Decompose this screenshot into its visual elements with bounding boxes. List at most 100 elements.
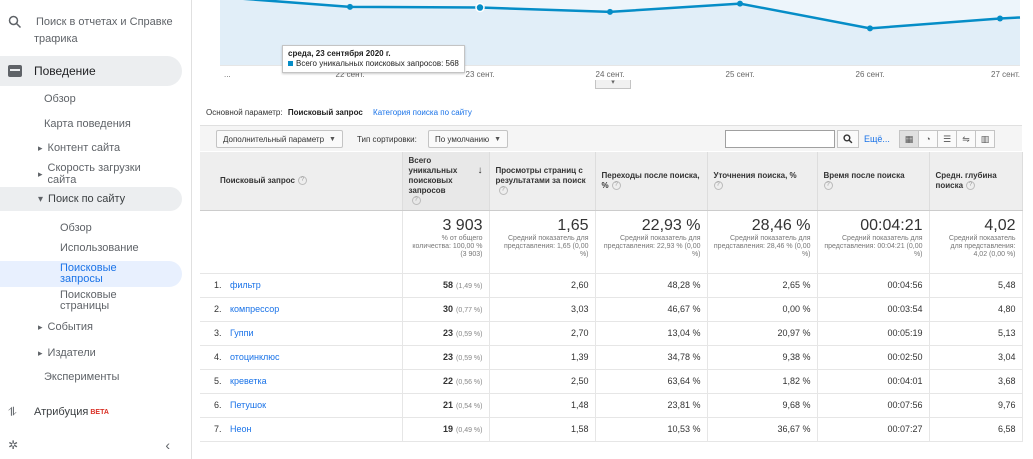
pie-view-icon[interactable]: ◔ <box>918 130 938 148</box>
x-tick-label: 25 сент. <box>726 70 755 79</box>
data-point[interactable] <box>347 3 353 10</box>
line-chart: 500 ...22 сент.23 сент.24 сент.25 сент.2… <box>200 0 1022 90</box>
sidebar-item-attribution-label: Атрибуция <box>34 406 89 418</box>
sidebar-item-traffic-cut[interactable]: трафика <box>34 36 78 45</box>
column-header-label: Время после поиска <box>823 170 905 180</box>
search-exits-cell: 48,28 % <box>595 273 708 298</box>
secondary-dimension-label: Дополнительный параметр <box>223 134 325 144</box>
column-header-search-depth[interactable]: Средн. глубина поиска? <box>929 152 1023 211</box>
sidebar-item-events[interactable]: События <box>0 319 182 335</box>
sidebar-item-overview[interactable]: Обзор <box>0 91 182 107</box>
sort-type-select[interactable]: По умолчанию ▼ <box>428 130 509 148</box>
primary-dimension-value: Поисковый запрос <box>287 108 363 117</box>
search-term-link[interactable]: отоцинклюс <box>230 352 280 362</box>
sidebar-item-experiments-label: Эксперименты <box>44 371 120 383</box>
sidebar-item-site-content[interactable]: Контент сайта <box>0 140 182 156</box>
sidebar-item-behavior-map[interactable]: Карта поведения <box>0 116 182 132</box>
x-tick-label: 26 сент. <box>856 70 885 79</box>
total-value: 4,02 <box>984 216 1016 234</box>
data-point[interactable] <box>997 15 1003 22</box>
time-after-search-cell: 00:05:19 <box>817 321 930 346</box>
unique-searches-cell: 58 (1,49 %) <box>402 273 490 298</box>
unique-searches-value: 21 <box>443 400 454 410</box>
sidebar-item-search-overview-label: Обзор <box>60 222 92 234</box>
table-search-input[interactable] <box>725 130 835 148</box>
sidebar-item-site-search[interactable]: Поиск по сайту <box>0 187 182 211</box>
series-line <box>242 0 1021 30</box>
help-icon[interactable]: ? <box>823 181 833 191</box>
search-category-link[interactable]: Категория поиска по сайту <box>373 108 472 117</box>
help-icon[interactable]: ? <box>966 181 976 191</box>
refinements-cell: 1,82 % <box>707 369 818 394</box>
help-icon[interactable]: ? <box>611 181 621 191</box>
column-header-label: Просмотры страниц с результатами за поис… <box>495 165 586 185</box>
sidebar-item-behavior-label: Поведение <box>34 64 96 78</box>
tooltip-date: среда, 23 сентября 2020 г. <box>288 49 391 58</box>
row-number: 7. <box>214 424 222 434</box>
time-after-search-cell: 00:04:01 <box>817 369 930 394</box>
totals-label-cell <box>200 210 403 274</box>
tooltip-metric: Всего уникальных поисковых запросов: 568 <box>296 59 459 68</box>
column-header-time-after-search[interactable]: Время после поиска? <box>817 152 930 211</box>
search-term-link[interactable]: Петушок <box>230 400 267 410</box>
table-row: 5. креветка 22 (0,56 %) 2,50 63,64 % 1,82 % 00:… <box>200 369 1023 394</box>
unique-searches-value: 58 <box>443 280 454 290</box>
advanced-filter-link[interactable]: Ещё... <box>864 134 890 144</box>
column-header-refinements[interactable]: Уточнения поиска, %? <box>707 152 818 211</box>
data-point[interactable] <box>475 2 485 13</box>
total-note: Средний показатель для представления: 22… <box>603 234 701 258</box>
sidebar-item-publishers[interactable]: Издатели <box>0 345 182 361</box>
help-icon[interactable]: ? <box>713 181 723 191</box>
search-term-link[interactable]: фильтр <box>230 280 261 290</box>
column-header-search-term[interactable]: Поисковый запрос? <box>200 152 403 211</box>
sidebar-item-publishers-label: Издатели <box>47 347 96 359</box>
sidebar-search[interactable]: Поиск в отчетах и Справке <box>0 8 191 36</box>
row-number: 4. <box>214 352 222 362</box>
search-term-link[interactable]: креветка <box>230 376 267 386</box>
column-header-unique-searches[interactable]: ↓ Всего уникальных поисковых запросов? <box>402 152 490 211</box>
sidebar-item-site-speed[interactable]: Скорость загрузки сайта <box>0 160 182 188</box>
total-cell: 1,65 Средний показатель для представления… <box>489 210 596 274</box>
search-term-link[interactable]: Неон <box>230 424 252 434</box>
data-point[interactable] <box>607 8 613 15</box>
search-term-link[interactable]: компрессор <box>230 304 280 314</box>
total-note: Средний показатель для представления: 00… <box>824 234 923 258</box>
sidebar-item-search-overview[interactable]: Обзор <box>0 220 182 236</box>
help-icon[interactable]: ? <box>411 196 421 206</box>
total-cell: 00:04:21 Средний показатель для представл… <box>817 210 930 274</box>
search-term-link[interactable]: Гуппи <box>230 328 254 338</box>
total-note: Средний показатель для представления: 28… <box>713 234 811 258</box>
sidebar-item-usage[interactable]: Использование <box>0 240 182 256</box>
total-note: Средний показатель для представления: 4,… <box>948 234 1016 258</box>
unique-searches-cell: 23 (0,59 %) <box>402 345 490 370</box>
sidebar-item-search-pages[interactable]: Поисковые страницы <box>0 288 182 314</box>
help-icon[interactable]: ? <box>297 176 307 186</box>
chart-resize-handle[interactable]: ▾ <box>595 79 631 89</box>
row-number: 2. <box>214 304 222 314</box>
comparison-view-icon[interactable]: ⇋ <box>956 130 976 148</box>
data-point[interactable] <box>867 25 873 32</box>
performance-view-icon[interactable]: ☰ <box>937 130 957 148</box>
help-icon[interactable]: ? <box>498 186 508 196</box>
secondary-dimension-button[interactable]: Дополнительный параметр ▼ <box>216 130 343 148</box>
gear-icon[interactable]: ✲ <box>8 437 19 452</box>
sidebar-item-behavior[interactable]: Поведение <box>0 56 182 86</box>
sidebar-item-search-terms[interactable]: Поисковые запросы <box>0 261 182 287</box>
sidebar-item-attribution[interactable]: ⥮ Атрибуция BETA <box>0 402 182 422</box>
attribution-icon: ⥮ <box>8 405 17 419</box>
chevron-left-icon[interactable]: ‹ <box>165 436 170 453</box>
table-row: 7. Неон 19 (0,49 %) 1,58 10,53 % 36,67 % 00:07:… <box>200 417 1023 442</box>
sidebar-item-site-speed-label: Скорость загрузки сайта <box>47 162 141 186</box>
data-point[interactable] <box>737 0 743 7</box>
column-header-results-pageviews[interactable]: Просмотры страниц с результатами за поис… <box>489 152 596 211</box>
search-term-cell: 4. отоцинклюс <box>200 345 403 370</box>
sidebar-item-experiments[interactable]: Эксперименты <box>0 369 182 385</box>
column-header-search-exits[interactable]: Переходы после поиска, %? <box>595 152 708 211</box>
table-view-icon[interactable]: ▦ <box>899 130 919 148</box>
report-table: Поисковый запрос? ↓ Всего уникальных поис… <box>200 152 1023 442</box>
pivot-view-icon[interactable]: ▥ <box>975 130 995 148</box>
search-depth-cell: 3,04 <box>929 345 1023 370</box>
x-tick-label: ... <box>224 70 231 79</box>
table-search-button[interactable] <box>837 130 859 148</box>
search-exits-cell: 63,64 % <box>595 369 708 394</box>
